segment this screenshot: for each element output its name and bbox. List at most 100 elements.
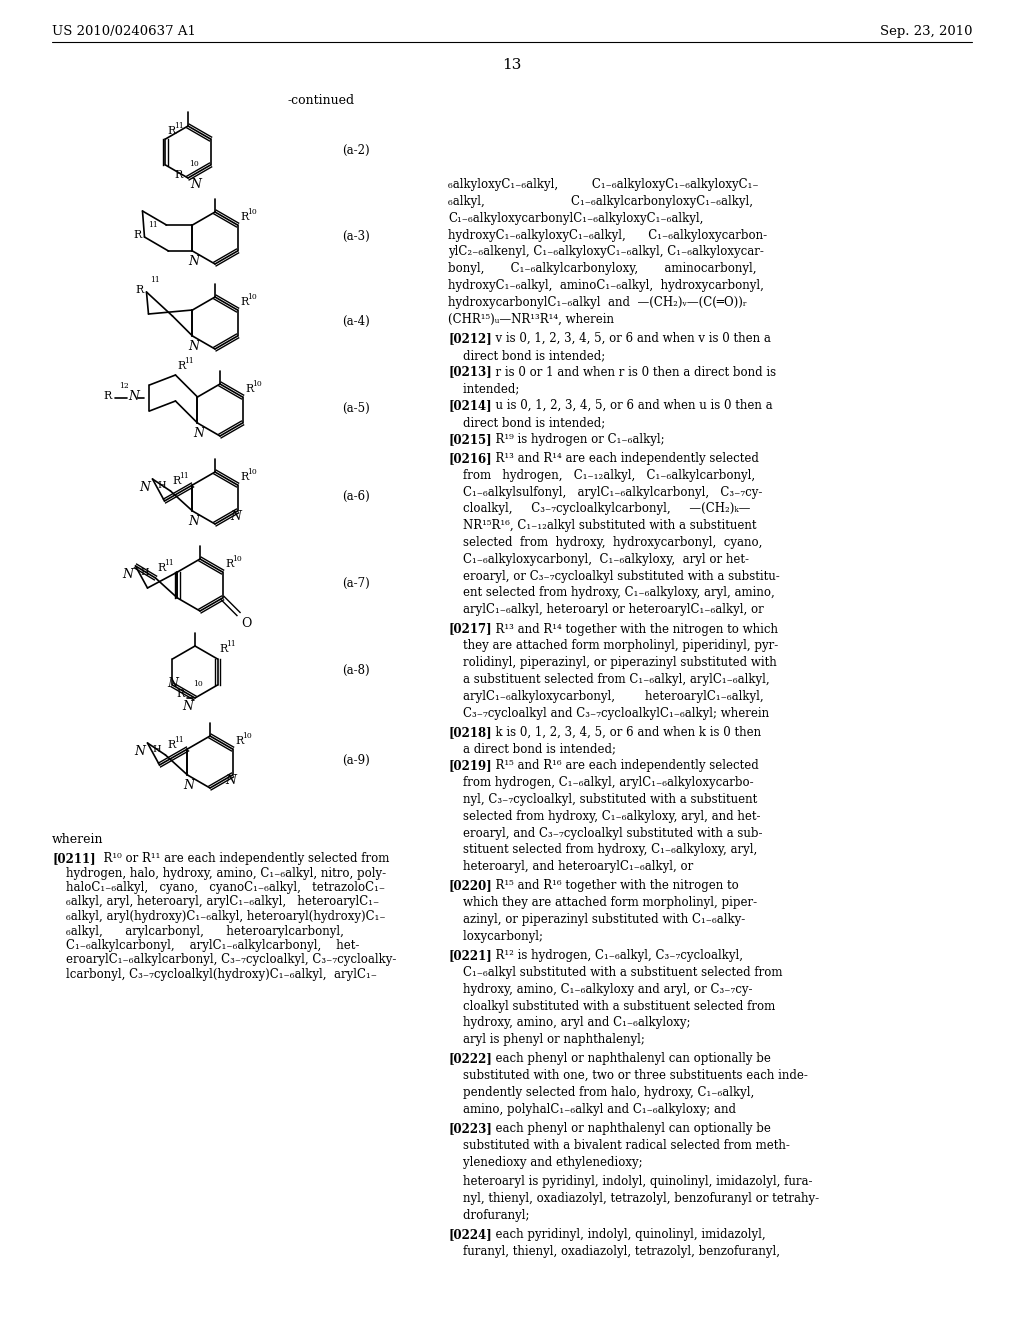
Text: hydroxycarbonylC₁₋₆alkyl  and  —(CH₂)ᵥ—(C(═O))ᵣ: hydroxycarbonylC₁₋₆alkyl and —(CH₂)ᵥ—(C(… [449,296,746,309]
Text: a substituent selected from C₁₋₆alkyl, arylC₁₋₆alkyl,: a substituent selected from C₁₋₆alkyl, a… [449,673,770,686]
Text: R: R [158,564,166,573]
Text: [0223]: [0223] [449,1122,492,1135]
Text: intended;: intended; [449,383,519,396]
Text: C₁₋₆alkylsulfonyl,   arylC₁₋₆alkylcarbonyl,   C₃₋₇cy-: C₁₋₆alkylsulfonyl, arylC₁₋₆alkylcarbonyl… [449,486,763,499]
Text: u is 0, 1, 2, 3, 4, 5, or 6 and when u is 0 then a: u is 0, 1, 2, 3, 4, 5, or 6 and when u i… [488,399,773,412]
Text: H: H [158,480,166,490]
Text: C₃₋₇cycloalkyl and C₃₋₇cycloalkylC₁₋₆alkyl; wherein: C₃₋₇cycloalkyl and C₃₋₇cycloalkylC₁₋₆alk… [449,706,769,719]
Text: k is 0, 1, 2, 3, 4, 5, or 6 and when k is 0 then: k is 0, 1, 2, 3, 4, 5, or 6 and when k i… [488,726,761,739]
Text: wherein: wherein [52,833,103,846]
Text: 10: 10 [189,160,199,168]
Text: 10: 10 [232,554,243,564]
Text: R: R [175,170,183,180]
Text: each phenyl or naphthalenyl can optionally be: each phenyl or naphthalenyl can optional… [488,1122,771,1135]
Text: which they are attached form morpholinyl, piper-: which they are attached form morpholinyl… [449,896,757,909]
Text: N: N [183,779,194,792]
Text: [0213]: [0213] [449,366,492,379]
Text: each phenyl or naphthalenyl can optionally be: each phenyl or naphthalenyl can optional… [488,1052,771,1065]
Text: 11: 11 [174,121,184,129]
Text: N: N [139,480,151,494]
Text: hydroxy, amino, C₁₋₆alkyloxy and aryl, or C₃₋₇cy-: hydroxy, amino, C₁₋₆alkyloxy and aryl, o… [449,982,753,995]
Text: 10: 10 [248,209,257,216]
Text: R: R [225,558,233,569]
Text: R¹⁰ or R¹¹ are each independently selected from: R¹⁰ or R¹¹ are each independently select… [96,851,389,865]
Text: R: R [168,125,176,136]
Text: C₁₋₆alkylcarbonyl,    arylC₁₋₆alkylcarbonyl,    het-: C₁₋₆alkylcarbonyl, arylC₁₋₆alkylcarbonyl… [66,939,359,952]
Text: a direct bond is intended;: a direct bond is intended; [449,743,616,755]
Text: N: N [190,177,202,190]
Text: 11: 11 [151,276,160,284]
Text: 11: 11 [226,640,237,648]
Text: arylC₁₋₆alkyl, heteroaryl or heteroarylC₁₋₆alkyl, or: arylC₁₋₆alkyl, heteroaryl or heteroarylC… [449,603,764,616]
Text: 10: 10 [243,733,252,741]
Text: (a-2): (a-2) [342,144,370,157]
Text: cloalkyl,     C₃₋₇cycloalkylcarbonyl,     —(CH₂)ₖ—: cloalkyl, C₃₋₇cycloalkylcarbonyl, —(CH₂)… [449,503,751,515]
Text: N: N [188,515,199,528]
Text: R: R [103,391,112,401]
Text: N: N [188,341,199,352]
Text: [0218]: [0218] [449,726,492,739]
Text: H: H [140,568,150,577]
Text: R¹⁵ and R¹⁶ together with the nitrogen to: R¹⁵ and R¹⁶ together with the nitrogen t… [488,879,738,892]
Text: eroaryl, and C₃₋₇cycloalkyl substituted with a sub-: eroaryl, and C₃₋₇cycloalkyl substituted … [449,826,763,840]
Text: R: R [172,477,180,486]
Text: C₁₋₆alkyloxycarbonyl,  C₁₋₆alkyloxy,  aryl or het-: C₁₋₆alkyloxycarbonyl, C₁₋₆alkyloxy, aryl… [449,553,749,566]
Text: hydrogen, halo, hydroxy, amino, C₁₋₆alkyl, nitro, poly-: hydrogen, halo, hydroxy, amino, C₁₋₆alky… [66,866,386,879]
Text: (a-6): (a-6) [342,490,370,503]
Text: cloalkyl substituted with a substituent selected from: cloalkyl substituted with a substituent … [449,999,775,1012]
Text: stituent selected from hydroxy, C₁₋₆alkyloxy, aryl,: stituent selected from hydroxy, C₁₋₆alky… [449,843,758,857]
Text: US 2010/0240637 A1: US 2010/0240637 A1 [52,25,196,38]
Text: hydroxyC₁₋₆alkyloxyC₁₋₆alkyl,      C₁₋₆alkyloxycarbon-: hydroxyC₁₋₆alkyloxyC₁₋₆alkyl, C₁₋₆alkylo… [449,228,767,242]
Text: 11: 11 [148,220,159,228]
Text: H: H [153,744,161,754]
Text: 11: 11 [179,473,189,480]
Text: R: R [241,213,249,222]
Text: eroaryl, or C₃₋₇cycloalkyl substituted with a substitu-: eroaryl, or C₃₋₇cycloalkyl substituted w… [449,570,779,582]
Text: [0214]: [0214] [449,399,492,412]
Text: R: R [168,741,176,750]
Text: hydroxyC₁₋₆alkyl,  aminoC₁₋₆alkyl,  hydroxycarbonyl,: hydroxyC₁₋₆alkyl, aminoC₁₋₆alkyl, hydrox… [449,279,764,292]
Text: selected  from  hydroxy,  hydroxycarbonyl,  cyano,: selected from hydroxy, hydroxycarbonyl, … [449,536,763,549]
Text: 12: 12 [120,381,129,389]
Text: ₆alkyl,      arylcarbonyl,      heteroarylcarbonyl,: ₆alkyl, arylcarbonyl, heteroarylcarbonyl… [66,924,344,937]
Text: [0220]: [0220] [449,879,492,892]
Text: substituted with a bivalent radical selected from meth-: substituted with a bivalent radical sele… [449,1139,790,1152]
Text: N: N [188,255,199,268]
Text: 10: 10 [193,680,203,688]
Text: [0212]: [0212] [449,331,492,345]
Text: N: N [167,677,178,690]
Text: R: R [133,230,141,240]
Text: furanyl, thienyl, oxadiazolyl, tetrazolyl, benzofuranyl,: furanyl, thienyl, oxadiazolyl, tetrazoly… [449,1245,780,1258]
Text: ylenedioxy and ethylenedioxy;: ylenedioxy and ethylenedioxy; [449,1156,643,1168]
Text: R¹³ and R¹⁴ together with the nitrogen to which: R¹³ and R¹⁴ together with the nitrogen t… [488,623,778,635]
Text: nyl, C₃₋₇cycloalkyl, substituted with a substituent: nyl, C₃₋₇cycloalkyl, substituted with a … [449,793,758,807]
Text: N: N [182,700,193,713]
Text: nyl, thienyl, oxadiazolyl, tetrazolyl, benzofuranyl or tetrahy-: nyl, thienyl, oxadiazolyl, tetrazolyl, b… [449,1192,819,1205]
Text: (a-8): (a-8) [342,664,370,677]
Text: 11: 11 [165,558,174,568]
Text: [0211]: [0211] [52,851,95,865]
Text: drofuranyl;: drofuranyl; [449,1209,529,1221]
Text: Sep. 23, 2010: Sep. 23, 2010 [880,25,972,38]
Text: R¹⁵ and R¹⁶ are each independently selected: R¹⁵ and R¹⁶ are each independently selec… [488,759,759,772]
Text: (a-9): (a-9) [342,754,370,767]
Text: (a-5): (a-5) [342,403,370,414]
Text: [0217]: [0217] [449,623,492,635]
Text: selected from hydroxy, C₁₋₆alkyloxy, aryl, and het-: selected from hydroxy, C₁₋₆alkyloxy, ary… [449,809,761,822]
Text: C₁₋₆alkyl substituted with a substituent selected from: C₁₋₆alkyl substituted with a substituent… [449,966,782,979]
Text: R: R [135,285,143,294]
Text: haloC₁₋₆alkyl,   cyano,   cyanoC₁₋₆alkyl,   tetrazoloC₁₋: haloC₁₋₆alkyl, cyano, cyanoC₁₋₆alkyl, te… [66,880,385,894]
Text: lcarbonyl, C₃₋₇cycloalkyl(hydroxy)C₁₋₆alkyl,  arylC₁₋: lcarbonyl, C₃₋₇cycloalkyl(hydroxy)C₁₋₆al… [66,968,377,981]
Text: N: N [134,744,145,758]
Text: N: N [123,568,133,581]
Text: aryl is phenyl or naphthalenyl;: aryl is phenyl or naphthalenyl; [449,1034,645,1047]
Text: loxycarbonyl;: loxycarbonyl; [449,929,543,942]
Text: arylC₁₋₆alkyloxycarbonyl,        heteroarylC₁₋₆alkyl,: arylC₁₋₆alkyloxycarbonyl, heteroarylC₁₋₆… [449,690,764,702]
Text: (a-3): (a-3) [342,230,370,243]
Text: 11: 11 [174,737,184,744]
Text: pendently selected from halo, hydroxy, C₁₋₆alkyl,: pendently selected from halo, hydroxy, C… [449,1086,755,1100]
Text: -continued: -continued [288,94,355,107]
Text: hydroxy, amino, aryl and C₁₋₆alkyloxy;: hydroxy, amino, aryl and C₁₋₆alkyloxy; [449,1016,690,1030]
Text: (a-4): (a-4) [342,315,370,327]
Text: [0216]: [0216] [449,451,492,465]
